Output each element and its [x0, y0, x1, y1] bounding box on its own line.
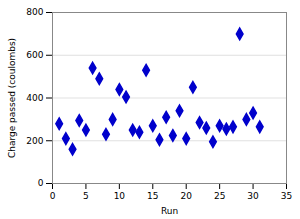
- svg-text:400: 400: [26, 93, 43, 103]
- svg-text:0: 0: [50, 191, 56, 201]
- svg-text:Run: Run: [161, 206, 178, 216]
- svg-text:35: 35: [281, 191, 292, 201]
- svg-text:30: 30: [247, 191, 259, 201]
- svg-text:10: 10: [114, 191, 126, 201]
- svg-text:5: 5: [83, 191, 89, 201]
- svg-text:20: 20: [180, 191, 192, 201]
- svg-text:200: 200: [26, 136, 43, 146]
- svg-text:600: 600: [26, 50, 43, 60]
- svg-text:0: 0: [38, 178, 44, 188]
- svg-text:15: 15: [147, 191, 158, 201]
- svg-text:25: 25: [214, 191, 225, 201]
- svg-text:Charge passed (coulombs): Charge passed (coulombs): [7, 38, 17, 158]
- svg-text:800: 800: [26, 7, 43, 17]
